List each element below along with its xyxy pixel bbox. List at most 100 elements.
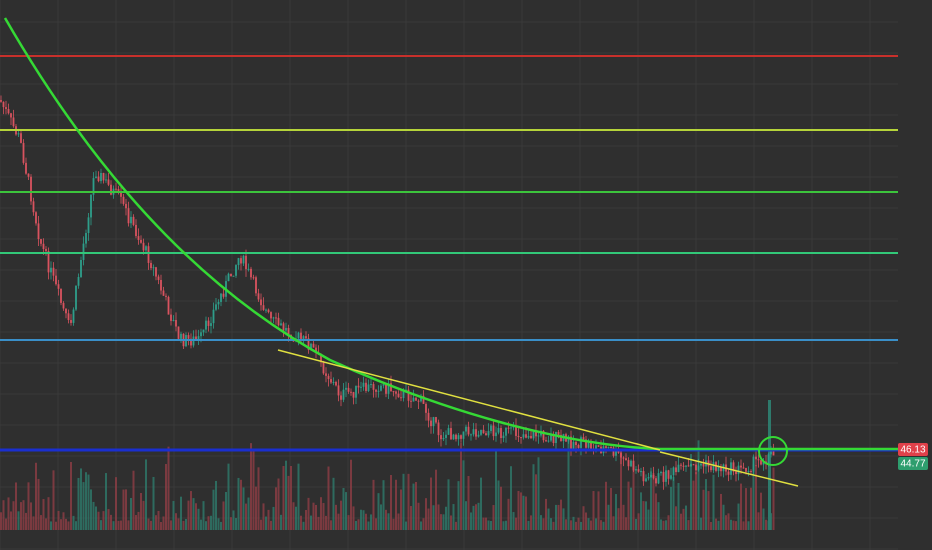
volume-bar (345, 492, 347, 530)
volume-bar (72, 515, 75, 530)
volume-bar (95, 506, 97, 530)
volume-bar (445, 506, 447, 530)
volume-bar (630, 487, 632, 530)
volume-bar (465, 501, 467, 530)
volume-bar (470, 512, 472, 530)
volume-bar (697, 440, 700, 530)
candle (282, 323, 285, 331)
volume-bar (757, 512, 760, 530)
candle (222, 293, 225, 297)
candle (522, 434, 525, 438)
volume-bar (102, 511, 105, 530)
candle (585, 439, 587, 448)
candle (20, 133, 22, 143)
candle (65, 308, 67, 314)
candle (215, 304, 217, 310)
candle (90, 194, 92, 218)
candle (717, 466, 720, 471)
volume-bar (742, 521, 745, 530)
volume-bar (330, 520, 332, 530)
candle (502, 435, 505, 439)
candle (417, 400, 420, 402)
candle (437, 422, 440, 436)
candle (655, 478, 657, 484)
volume-bar (175, 513, 177, 530)
candle (625, 458, 627, 461)
candle (325, 373, 327, 376)
volume-bar (195, 503, 197, 530)
candle (87, 217, 90, 234)
volume-bar (717, 520, 720, 530)
volume-bar (282, 466, 285, 530)
volume-bar (250, 443, 252, 530)
candle (485, 433, 487, 436)
volume-bar (700, 517, 702, 530)
candle (447, 428, 450, 435)
volume-bar (627, 481, 630, 530)
volume-bar (157, 510, 160, 530)
candle (467, 426, 470, 435)
volume-bar (380, 504, 382, 530)
candle (280, 323, 282, 326)
candle (147, 246, 150, 263)
candle (152, 267, 155, 269)
candle (270, 312, 272, 319)
volume-bar (122, 489, 125, 530)
volume-bar (285, 460, 287, 530)
candle (92, 178, 95, 195)
candle (612, 447, 615, 456)
candle (347, 387, 350, 392)
volume-bar (12, 501, 15, 530)
candle (570, 436, 572, 449)
candle (730, 462, 732, 475)
candle (120, 192, 122, 197)
volume-bar (317, 516, 320, 530)
volume-bar (165, 464, 167, 530)
candle (690, 464, 692, 467)
candle (0, 100, 2, 102)
candle (432, 417, 435, 427)
candle (762, 461, 765, 465)
candle (757, 459, 760, 461)
volume-bar (705, 479, 707, 530)
candle (17, 133, 20, 135)
volume-bar (392, 518, 395, 530)
volume-bar (472, 505, 475, 530)
candle (422, 395, 425, 404)
candle (342, 389, 345, 400)
candle (595, 445, 597, 450)
candle (740, 465, 742, 468)
candle (227, 273, 230, 282)
volume-bar (372, 479, 375, 530)
candle (440, 435, 442, 440)
volume-bar (45, 518, 47, 530)
candle (752, 456, 755, 472)
candle (597, 445, 600, 447)
volume-bar (390, 475, 392, 530)
volume-bar (172, 500, 175, 530)
volume-bar (585, 512, 587, 530)
volume-bar (595, 518, 597, 530)
volume-bar (347, 515, 350, 530)
candle (80, 259, 82, 278)
candle (2, 101, 5, 108)
volume-bar (650, 471, 652, 530)
volume-bar (407, 473, 410, 530)
volume-bar (502, 521, 505, 530)
volume-bar (592, 491, 595, 530)
candle (732, 462, 735, 472)
volume-bar (647, 509, 650, 530)
candle (407, 389, 410, 401)
candle (102, 173, 105, 181)
volume-bar (270, 520, 272, 530)
volume-bar (665, 520, 667, 530)
candle (220, 293, 222, 302)
candle (472, 429, 475, 435)
volume-bar (2, 500, 5, 530)
volume-bar (692, 480, 695, 530)
volume-bar (715, 518, 717, 530)
candle (117, 189, 120, 193)
volume-bar (572, 516, 575, 530)
